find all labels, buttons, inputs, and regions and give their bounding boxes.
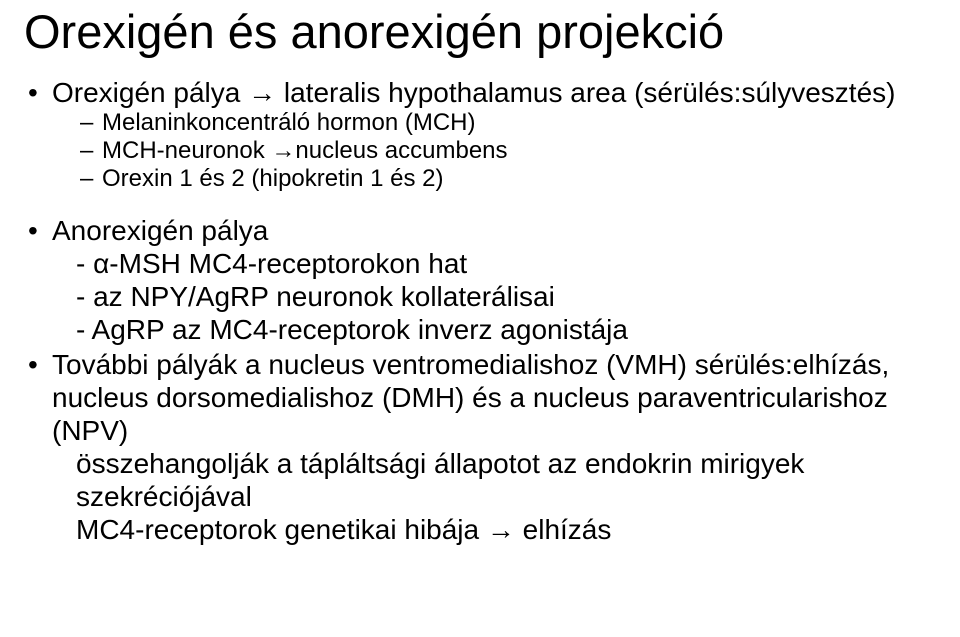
list-item: Anorexigén pálya - α-MSH MC4-receptoroko… xyxy=(24,214,936,346)
item-text: Orexigén pálya → lateralis hypothalamus … xyxy=(52,77,896,108)
sub-item: MCH-neuronok →nucleus accumbens xyxy=(80,137,936,165)
list-item: További pályák a nucleus ventromedialish… xyxy=(24,348,936,546)
extra-line: MC4-receptorok genetikai hibája → elhízá… xyxy=(52,513,936,546)
spacer xyxy=(24,196,936,214)
content-list: Orexigén pálya → lateralis hypothalamus … xyxy=(24,76,936,546)
sub-item: Melaninkoncentráló hormon (MCH) xyxy=(80,109,936,137)
extra-line: összehangolják a tápláltsági állapotot a… xyxy=(52,447,936,513)
extra-line: - α-MSH MC4-receptorokon hat xyxy=(52,247,936,280)
list-item: Orexigén pálya → lateralis hypothalamus … xyxy=(24,76,936,194)
extra-line: - az NPY/AgRP neuronok kollaterálisai xyxy=(52,280,936,313)
sub-item: Orexin 1 és 2 (hipokretin 1 és 2) xyxy=(80,165,936,193)
item-text: További pályák a nucleus ventromedialish… xyxy=(52,349,889,446)
extra-line: - AgRP az MC4-receptorok inverz agonistá… xyxy=(52,313,936,346)
slide: Orexigén és anorexigén projekció Orexigé… xyxy=(0,0,960,637)
item-text: Anorexigén pálya xyxy=(52,215,268,246)
sub-list: Melaninkoncentráló hormon (MCH) MCH-neur… xyxy=(52,109,936,194)
slide-title: Orexigén és anorexigén projekció xyxy=(24,0,936,76)
